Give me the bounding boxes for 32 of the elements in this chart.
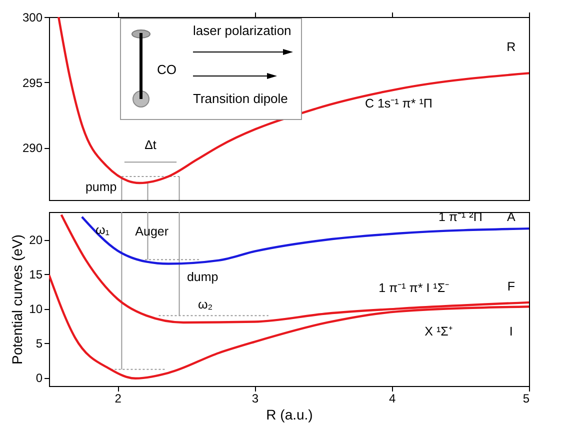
annotation: X ¹Σ⁺ [424, 324, 452, 338]
annotation: pump [85, 180, 117, 194]
annotation: CO [157, 62, 176, 77]
annotation: 1 π⁻¹ π* I ¹Σ⁻ [378, 280, 450, 295]
annotation: I [509, 324, 513, 338]
y-tick-label: 295 [22, 76, 43, 90]
annotation: C 1s⁻¹ π* ¹Π [364, 96, 432, 110]
annotation: Auger [135, 224, 169, 238]
y-tick-label: 300 [22, 10, 43, 24]
y-tick-label: 10 [29, 302, 43, 316]
y-tick-label: 0 [36, 371, 43, 386]
annotation: laser polarization [193, 23, 292, 38]
annotation: ω₂ [198, 298, 213, 312]
annotation: A [507, 210, 516, 224]
x-tick-label: 4 [389, 392, 396, 406]
y-tick-label: 20 [29, 233, 43, 248]
x-axis-title: R (a.u.) [266, 406, 313, 422]
y-tick-label: 290 [22, 141, 43, 156]
x-tick-label: 2 [114, 392, 122, 406]
line-series [58, 17, 529, 184]
annotation: dump [186, 270, 218, 284]
y-tick-label: 15 [29, 268, 43, 282]
x-tick-label: 5 [522, 392, 530, 406]
annotation: R [506, 40, 516, 54]
x-tick-label: 3 [252, 392, 259, 406]
annotation: Δt [144, 138, 157, 152]
annotation: ω₁ [95, 222, 110, 237]
y-axis-title: Potential curves (eV) [9, 234, 26, 364]
inset-panel: laser polarization CO Transition dipole [120, 18, 302, 120]
y-tick-label: 5 [36, 336, 43, 351]
annotation: Transition dipole [193, 91, 288, 106]
annotation: F [507, 280, 516, 294]
